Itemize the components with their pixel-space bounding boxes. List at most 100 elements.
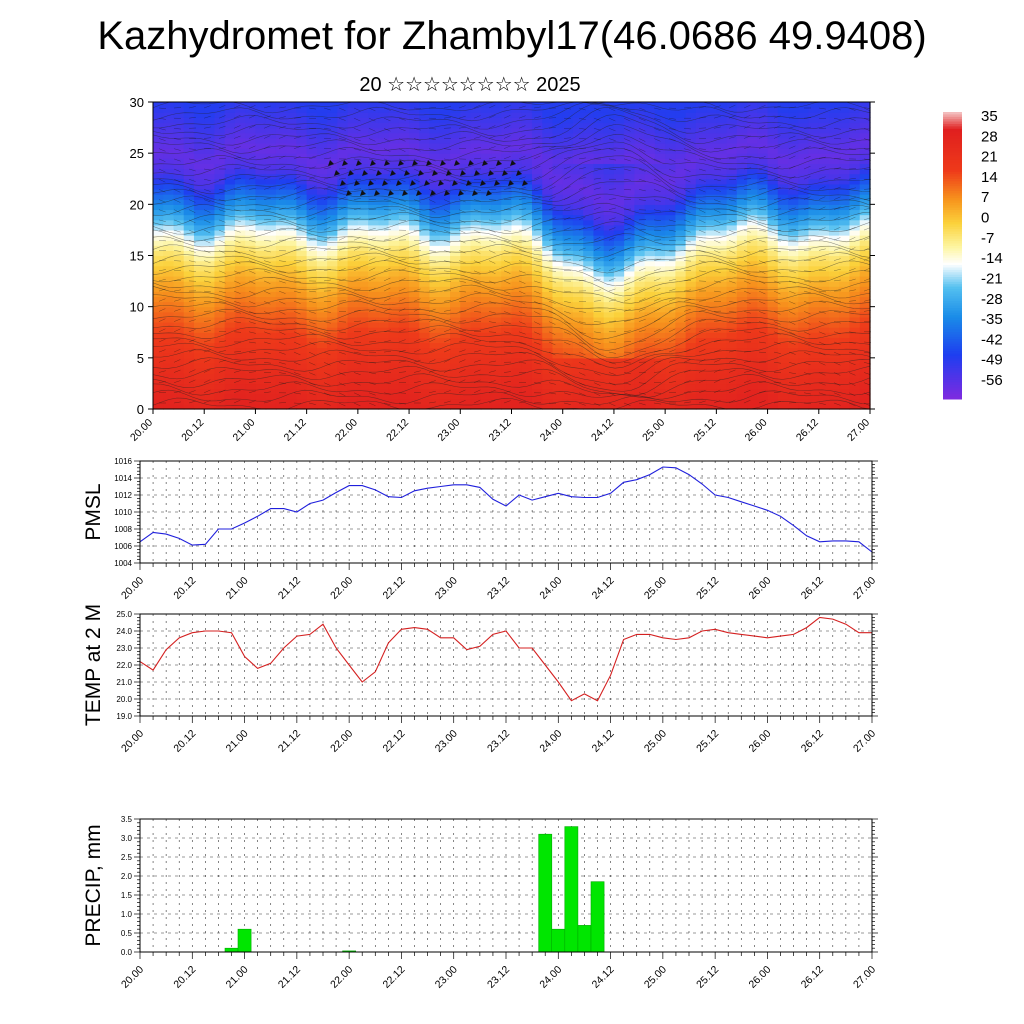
wind-barb	[413, 381, 421, 383]
heatmap-cell	[245, 137, 257, 144]
heatmap-cell	[439, 148, 451, 154]
heatmap-cell	[204, 306, 216, 313]
heatmap-cell	[767, 311, 779, 318]
heatmap-cell	[583, 235, 595, 241]
wind-barb	[488, 146, 496, 149]
heatmap-cell	[665, 168, 676, 175]
heatmap-cell	[798, 265, 810, 272]
heatmap-cell	[736, 373, 748, 379]
heatmap-cell	[839, 168, 851, 175]
heatmap-cell	[603, 127, 615, 134]
heatmap-cell	[839, 383, 851, 390]
heatmap-cell	[675, 204, 687, 211]
heatmap-cell	[378, 286, 390, 292]
heatmap-cell	[296, 362, 308, 369]
wind-barb	[443, 400, 451, 404]
heatmap-cell	[634, 291, 646, 298]
heatmap-cell	[419, 148, 431, 154]
heatmap-cell	[183, 137, 195, 144]
heatmap-cell	[634, 337, 646, 344]
heatmap-cell	[245, 337, 257, 344]
heatmap-cell	[306, 296, 318, 303]
heatmap-cell	[234, 265, 246, 272]
wind-barb	[518, 311, 526, 315]
heatmap-cell	[429, 224, 441, 231]
heatmap-cell	[572, 393, 584, 400]
heatmap-cell	[347, 148, 359, 154]
heatmap-cell	[470, 362, 482, 369]
heatmap-cell	[286, 204, 297, 211]
heatmap-cell	[603, 306, 615, 313]
heatmap-cell	[357, 291, 369, 298]
heatmap-cell	[829, 383, 840, 390]
heatmap-cell	[644, 183, 656, 190]
heatmap-cell	[368, 132, 379, 139]
heatmap-cell	[480, 117, 492, 124]
heatmap-cell	[552, 112, 564, 118]
heatmap-cell	[480, 158, 492, 164]
heatmap-cell	[736, 102, 748, 108]
heatmap-cell	[726, 122, 738, 129]
wind-barb	[428, 289, 436, 292]
heatmap-cell	[675, 199, 687, 205]
heatmap-cell	[747, 132, 758, 139]
heatmap-cell	[419, 137, 431, 144]
heatmap-cell	[193, 265, 205, 272]
heatmap-cell	[153, 291, 164, 298]
heatmap-cell	[327, 286, 338, 292]
heatmap-cell	[265, 107, 277, 113]
heatmap-cell	[839, 260, 851, 267]
wind-barb	[488, 156, 496, 160]
heatmap-cell	[726, 137, 738, 144]
wind-barb	[443, 168, 451, 172]
heatmap-cell	[767, 214, 779, 221]
heatmap-cell	[193, 337, 205, 344]
heatmap-cell	[603, 316, 615, 323]
heatmap-cell	[695, 342, 707, 349]
heatmap-cell	[706, 127, 717, 134]
heatmap-cell	[286, 398, 297, 405]
heatmap-cell	[644, 153, 656, 159]
heatmap-cell	[480, 102, 492, 108]
heatmap-cell	[583, 301, 595, 308]
wind-barb	[413, 308, 421, 312]
heatmap-cell	[501, 393, 513, 400]
heatmap-cell	[788, 270, 799, 277]
heatmap-cell	[357, 224, 369, 231]
heatmap-cell	[480, 122, 492, 129]
heatmap-cell	[521, 255, 533, 262]
wind-barb	[473, 219, 481, 223]
heatmap-cell	[788, 219, 799, 226]
heatmap-cell	[224, 188, 236, 195]
heatmap-cell	[368, 383, 379, 390]
heatmap-cell	[706, 219, 717, 226]
wind-barb	[218, 260, 226, 264]
heatmap-cell	[654, 301, 666, 308]
heatmap-cell	[726, 311, 738, 318]
heatmap-cell	[347, 142, 359, 149]
heatmap-cell	[798, 107, 810, 113]
heatmap-cell	[296, 153, 308, 159]
wind-barb	[248, 380, 256, 383]
heatmap-cell	[818, 342, 830, 349]
heatmap-cell	[859, 199, 871, 205]
heatmap-cell	[357, 296, 369, 303]
heatmap-cell	[501, 342, 513, 349]
heatmap-cell	[777, 168, 789, 175]
heatmap-cell	[327, 245, 338, 251]
heatmap-cell	[511, 332, 523, 338]
heatmap-cell	[193, 102, 205, 108]
heatmap-cell	[634, 102, 646, 108]
heatmap-cell	[214, 378, 226, 385]
heatmap-cell	[726, 178, 738, 185]
heatmap-cell	[583, 199, 595, 205]
heatmap-cell	[808, 322, 820, 328]
wind-barb	[473, 379, 481, 383]
heatmap-cell	[409, 229, 420, 236]
heatmap-cell	[829, 209, 840, 216]
contour-line	[152, 300, 871, 340]
heatmap-cell	[450, 102, 461, 108]
wind-barb	[293, 186, 301, 190]
heatmap-cell	[398, 316, 410, 323]
heatmap-cell	[695, 260, 707, 267]
